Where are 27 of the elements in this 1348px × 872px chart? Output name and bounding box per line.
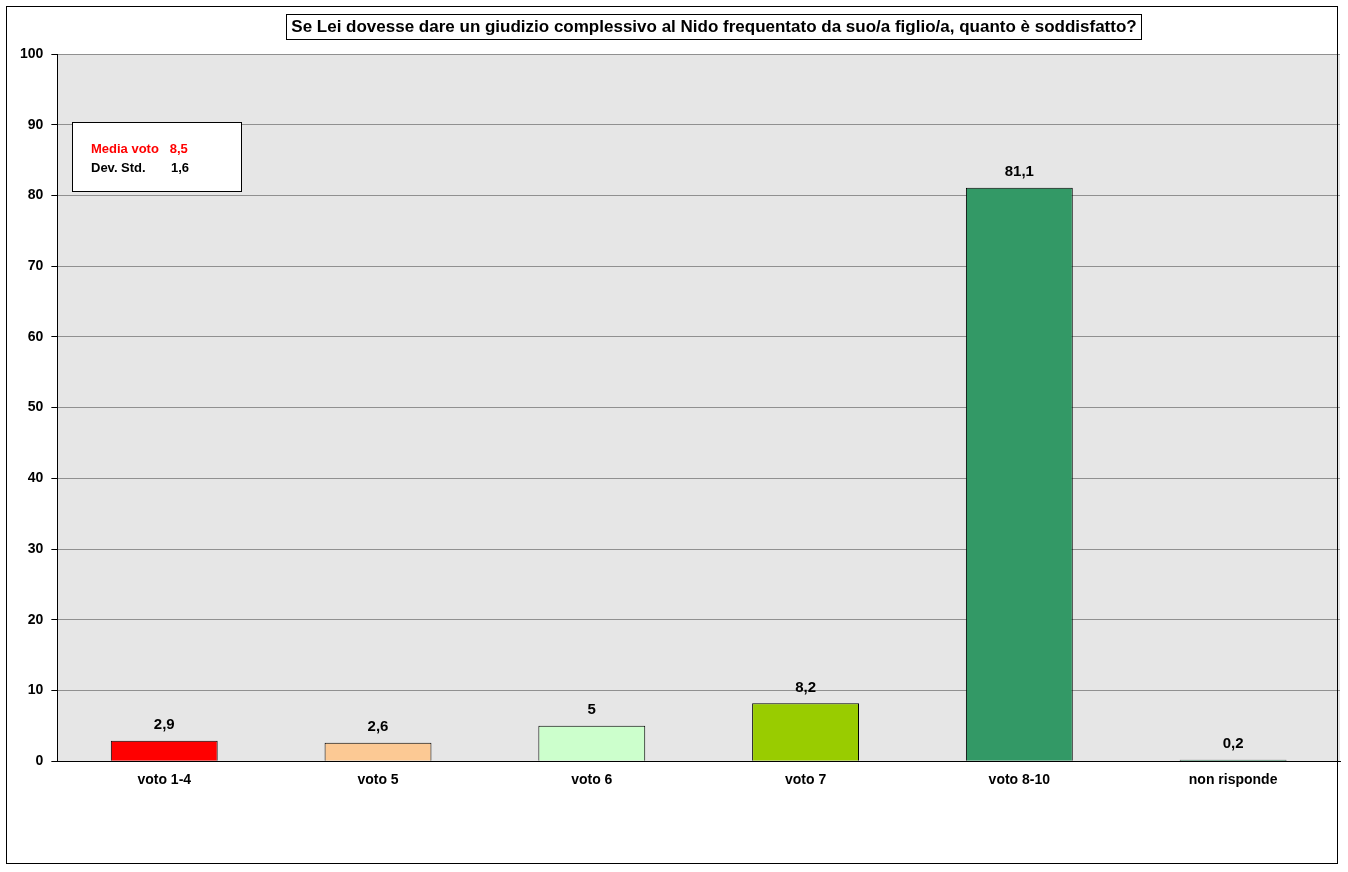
- data-label: 2,6: [367, 717, 389, 735]
- y-tick-label: 10: [27, 681, 44, 698]
- y-tick-label: 0: [35, 752, 44, 769]
- note-box: Media voto 8,5 Dev. Std. 1,6: [72, 122, 242, 192]
- y-tick-label: 60: [27, 327, 44, 344]
- data-label: 0,2: [1222, 734, 1244, 752]
- annotation: Media voto 8,5: [91, 140, 189, 158]
- x-tick-label: voto 1-4: [137, 771, 192, 788]
- data-label: 81,1: [1004, 162, 1034, 180]
- annotation: Dev. Std. 1,6: [91, 159, 190, 177]
- y-tick-label: 90: [27, 115, 44, 132]
- y-tick-label: 80: [27, 186, 44, 203]
- chart-title: Se Lei dovesse dare un giudizio complessivo al Nido frequentato da suo/a figlio/a, quanto è soddisfatto?: [286, 14, 1142, 40]
- data-label: 5: [587, 700, 596, 718]
- y-tick-label: 20: [27, 610, 44, 627]
- y-tick-label: 40: [27, 469, 44, 486]
- x-tick-label: voto 8-10: [988, 771, 1051, 788]
- x-tick-label: voto 7: [784, 771, 827, 788]
- x-tick-label: non risponde: [1188, 771, 1278, 788]
- y-tick-label: 50: [27, 398, 44, 415]
- y-tick-label: 30: [27, 539, 44, 556]
- data-label: 2,9: [153, 715, 175, 733]
- x-tick-label: voto 6: [571, 771, 613, 788]
- x-tick-label: voto 5: [357, 771, 399, 788]
- data-label: 8,2: [795, 677, 816, 695]
- y-tick-label: 70: [27, 257, 44, 274]
- y-tick-label: 100: [20, 44, 44, 61]
